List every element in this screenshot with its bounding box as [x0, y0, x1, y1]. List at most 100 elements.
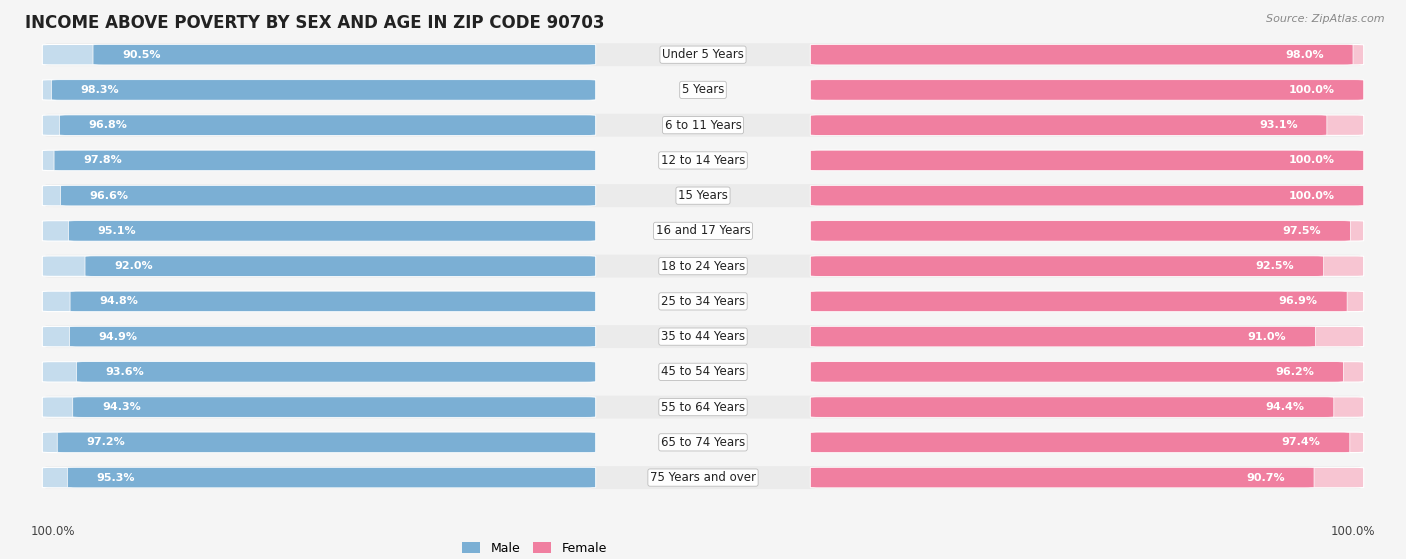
- FancyBboxPatch shape: [45, 325, 1361, 348]
- Text: 96.6%: 96.6%: [90, 191, 129, 201]
- Text: 96.2%: 96.2%: [1275, 367, 1315, 377]
- FancyBboxPatch shape: [42, 397, 596, 418]
- FancyBboxPatch shape: [810, 80, 1364, 100]
- FancyBboxPatch shape: [810, 45, 1364, 65]
- FancyBboxPatch shape: [42, 150, 596, 170]
- FancyBboxPatch shape: [42, 221, 596, 241]
- Text: 95.1%: 95.1%: [98, 226, 136, 236]
- FancyBboxPatch shape: [810, 467, 1315, 488]
- FancyBboxPatch shape: [45, 361, 1361, 383]
- FancyBboxPatch shape: [810, 397, 1334, 418]
- Text: 92.5%: 92.5%: [1256, 261, 1295, 271]
- Text: 6 to 11 Years: 6 to 11 Years: [665, 119, 741, 132]
- Text: 5 Years: 5 Years: [682, 83, 724, 96]
- FancyBboxPatch shape: [42, 467, 596, 488]
- Text: 15 Years: 15 Years: [678, 189, 728, 202]
- FancyBboxPatch shape: [810, 256, 1323, 276]
- FancyBboxPatch shape: [42, 115, 596, 135]
- FancyBboxPatch shape: [69, 326, 596, 347]
- FancyBboxPatch shape: [810, 45, 1353, 65]
- Text: 93.6%: 93.6%: [105, 367, 145, 377]
- Text: 65 to 74 Years: 65 to 74 Years: [661, 436, 745, 449]
- FancyBboxPatch shape: [45, 220, 1361, 243]
- FancyBboxPatch shape: [69, 221, 596, 241]
- Text: 94.4%: 94.4%: [1265, 402, 1305, 412]
- FancyBboxPatch shape: [84, 256, 596, 276]
- FancyBboxPatch shape: [45, 78, 1361, 101]
- FancyBboxPatch shape: [810, 150, 1364, 170]
- FancyBboxPatch shape: [810, 256, 1364, 276]
- FancyBboxPatch shape: [810, 326, 1364, 347]
- Text: 35 to 44 Years: 35 to 44 Years: [661, 330, 745, 343]
- Text: 93.1%: 93.1%: [1258, 120, 1298, 130]
- FancyBboxPatch shape: [45, 431, 1361, 454]
- FancyBboxPatch shape: [810, 467, 1364, 488]
- FancyBboxPatch shape: [810, 115, 1364, 135]
- FancyBboxPatch shape: [45, 149, 1361, 172]
- FancyBboxPatch shape: [810, 397, 1364, 418]
- FancyBboxPatch shape: [810, 362, 1364, 382]
- Text: 90.5%: 90.5%: [122, 50, 160, 60]
- Text: 94.3%: 94.3%: [103, 402, 141, 412]
- FancyBboxPatch shape: [810, 186, 1364, 206]
- Text: 97.8%: 97.8%: [83, 155, 122, 165]
- FancyBboxPatch shape: [810, 291, 1364, 311]
- FancyBboxPatch shape: [58, 432, 596, 453]
- Text: 96.9%: 96.9%: [1279, 296, 1317, 306]
- Text: 97.2%: 97.2%: [87, 437, 125, 447]
- FancyBboxPatch shape: [45, 466, 1361, 489]
- FancyBboxPatch shape: [42, 362, 596, 382]
- FancyBboxPatch shape: [810, 221, 1364, 241]
- FancyBboxPatch shape: [93, 45, 596, 65]
- FancyBboxPatch shape: [45, 43, 1361, 66]
- FancyBboxPatch shape: [810, 150, 1364, 170]
- FancyBboxPatch shape: [42, 326, 596, 347]
- Text: 98.0%: 98.0%: [1285, 50, 1323, 60]
- FancyBboxPatch shape: [42, 80, 596, 100]
- FancyBboxPatch shape: [60, 186, 596, 206]
- FancyBboxPatch shape: [810, 291, 1347, 311]
- FancyBboxPatch shape: [810, 326, 1316, 347]
- Text: 12 to 14 Years: 12 to 14 Years: [661, 154, 745, 167]
- Text: 100.0%: 100.0%: [1288, 85, 1334, 95]
- FancyBboxPatch shape: [810, 186, 1364, 206]
- Text: Under 5 Years: Under 5 Years: [662, 48, 744, 61]
- Text: 90.7%: 90.7%: [1246, 472, 1285, 482]
- Text: 45 to 54 Years: 45 to 54 Years: [661, 366, 745, 378]
- FancyBboxPatch shape: [810, 80, 1364, 100]
- Text: 95.3%: 95.3%: [97, 472, 135, 482]
- FancyBboxPatch shape: [810, 221, 1350, 241]
- FancyBboxPatch shape: [42, 432, 596, 453]
- FancyBboxPatch shape: [810, 362, 1343, 382]
- Text: 16 and 17 Years: 16 and 17 Years: [655, 224, 751, 238]
- FancyBboxPatch shape: [810, 115, 1327, 135]
- Text: 100.0%: 100.0%: [1288, 191, 1334, 201]
- Text: 75 Years and over: 75 Years and over: [650, 471, 756, 484]
- FancyBboxPatch shape: [810, 432, 1350, 453]
- FancyBboxPatch shape: [45, 184, 1361, 207]
- FancyBboxPatch shape: [42, 186, 596, 206]
- Text: 91.0%: 91.0%: [1247, 331, 1286, 342]
- FancyBboxPatch shape: [45, 255, 1361, 278]
- Text: 92.0%: 92.0%: [114, 261, 153, 271]
- Legend: Male, Female: Male, Female: [457, 537, 612, 559]
- FancyBboxPatch shape: [67, 467, 596, 488]
- FancyBboxPatch shape: [42, 45, 596, 65]
- Text: 18 to 24 Years: 18 to 24 Years: [661, 259, 745, 273]
- FancyBboxPatch shape: [45, 290, 1361, 313]
- FancyBboxPatch shape: [42, 256, 596, 276]
- Text: Source: ZipAtlas.com: Source: ZipAtlas.com: [1267, 14, 1385, 24]
- FancyBboxPatch shape: [70, 291, 596, 311]
- Text: 97.5%: 97.5%: [1282, 226, 1322, 236]
- FancyBboxPatch shape: [59, 115, 596, 135]
- Text: 96.8%: 96.8%: [89, 120, 128, 130]
- FancyBboxPatch shape: [53, 150, 596, 170]
- FancyBboxPatch shape: [76, 362, 596, 382]
- Text: 100.0%: 100.0%: [31, 525, 76, 538]
- FancyBboxPatch shape: [810, 432, 1364, 453]
- FancyBboxPatch shape: [52, 80, 596, 100]
- Text: 97.4%: 97.4%: [1282, 437, 1320, 447]
- Text: 94.9%: 94.9%: [98, 331, 138, 342]
- Text: 100.0%: 100.0%: [1288, 155, 1334, 165]
- Text: 55 to 64 Years: 55 to 64 Years: [661, 401, 745, 414]
